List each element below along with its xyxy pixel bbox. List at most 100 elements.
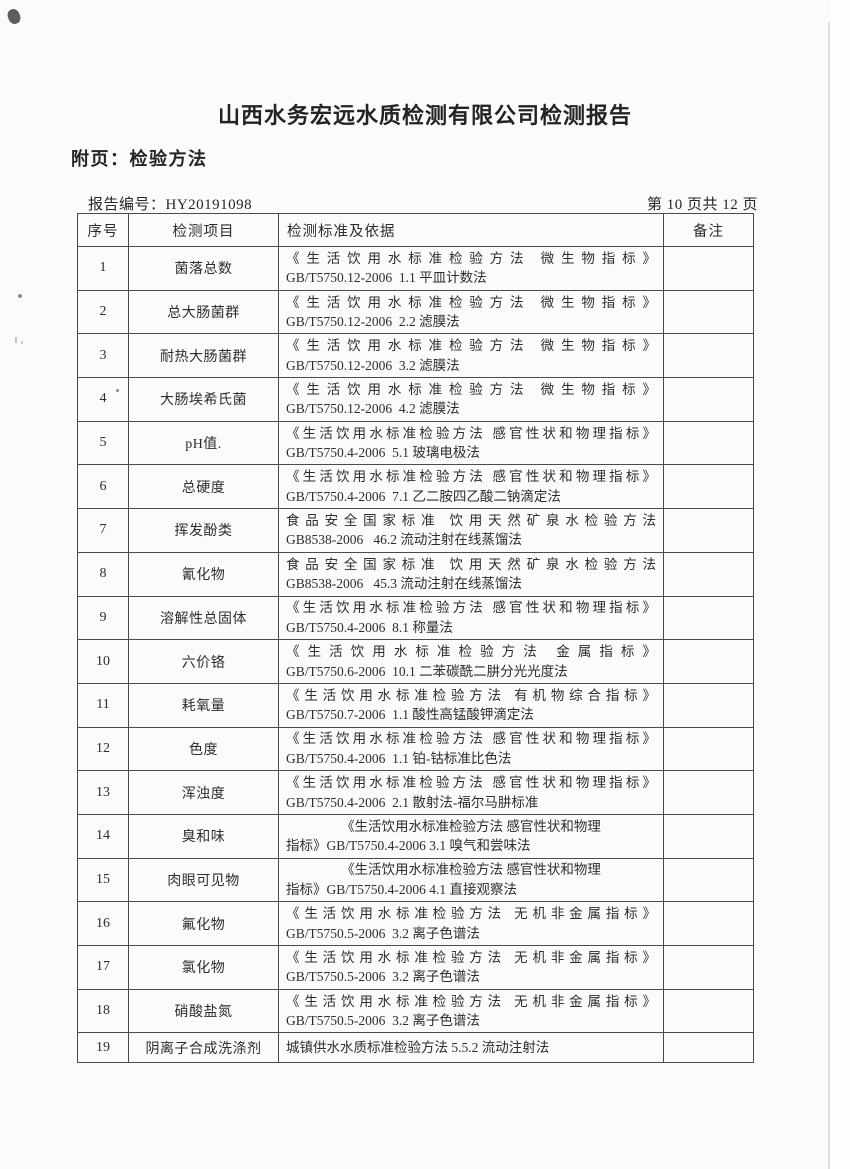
standard-line: 城镇供水水质标准检验方法 5.5.2 流动注射法 xyxy=(286,1040,550,1056)
serial-number-cell: 11 xyxy=(77,682,129,728)
test-item-cell: 耐热大肠菌群 xyxy=(128,333,279,379)
standard-line: GB8538-2006 45.3 流动注射在线蒸馏法 xyxy=(286,576,522,592)
test-standard-cell: 《生活饮用水标准检验方法 无机非金属指标》 GB/T5750.5-2006 3.2… xyxy=(278,988,664,1034)
standard-line: GB/T5750.4-2006 5.1 玻璃电极法 xyxy=(286,445,480,461)
test-standard-cell: 《生活饮用水标准检验方法 微生物指标》 GB/T5750.12-2006 1.1 … xyxy=(278,246,664,291)
standard-line: 指标》GB/T5750.4-2006 3.1 嗅气和尝味法 xyxy=(286,838,531,854)
table-row: 3 耐热大肠菌群 《生活饮用水标准检验方法 微生物指标》 GB/T5750.12-20… xyxy=(77,333,754,379)
serial-number-cell: 6 xyxy=(77,464,129,510)
test-standard-cell: 《生活饮用水标准检验方法 金属指标》 GB/T5750.6-2006 10.1 二… xyxy=(278,639,664,684)
remark-cell xyxy=(663,333,754,379)
remark-cell xyxy=(663,988,754,1034)
test-standard-cell: 《生活饮用水标准检验方法 感官性状和物理指标》 GB/T5750.4-2006 1… xyxy=(278,726,664,772)
standard-line: 《生活饮用水标准检验方法 感官性状和物理 xyxy=(341,862,601,878)
serial-number-cell: 16 xyxy=(77,901,129,946)
table-row: 12 色度 《生活饮用水标准检验方法 感官性状和物理指标》 GB/T5750.4-20… xyxy=(77,726,754,772)
test-standard-cell: 《生活饮用水标准检验方法 有机物综合指标》 GB/T5750.7-2006 1.1… xyxy=(278,682,664,728)
table-header-row: 序号 检测项目 检测标准及依据 备注 xyxy=(77,213,754,247)
test-standard-cell: 《生活饮用水标准检验方法 感官性状和物理指标》 GB/T5750.4-2006 5… xyxy=(278,420,664,466)
test-standard-cell: 《生活饮用水标准检验方法 感官性状和物理指标》 GB/T5750.4-2006 8… xyxy=(278,595,664,641)
standard-line: 《生活饮用水标准检验方法 微生物指标》 xyxy=(286,338,656,354)
test-standard-cell: 《生活饮用水标准检验方法 无机非金属指标》 GB/T5750.5-2006 3.2… xyxy=(278,945,664,990)
serial-number-cell: 10 xyxy=(77,639,129,684)
table-row: 17 氯化物 《生活饮用水标准检验方法 无机非金属指标》 GB/T5750.5-200… xyxy=(77,945,754,990)
remark-cell xyxy=(663,420,754,466)
standard-line: GB/T5750.5-2006 3.2 离子色谱法 xyxy=(286,1013,480,1029)
report-number-label: 报告编号： xyxy=(88,197,166,213)
standard-line: 指标》GB/T5750.4-2006 4.1 直接观察法 xyxy=(286,881,517,897)
test-standard-cell: 城镇供水水质标准检验方法 5.5.2 流动注射法 xyxy=(278,1032,664,1064)
table-row: 8 氰化物 食品安全国家标准 饮用天然矿泉水检验方法 GB8538-2006 45.3… xyxy=(77,551,754,597)
test-item-cell: 氰化物 xyxy=(128,551,279,597)
table-row: 6 总硬度 《生活饮用水标准检验方法 感官性状和物理指标》 GB/T5750.4-20… xyxy=(77,464,754,510)
standard-line: GB/T5750.6-2006 10.1 二苯碳酰二肼分光光度法 xyxy=(286,663,568,679)
test-standard-cell: 《生活饮用水标准检验方法 微生物指标》 GB/T5750.12-2006 2.2 … xyxy=(278,289,664,335)
standard-line: 《生活饮用水标准检验方法 无机非金属指标》 xyxy=(286,949,656,965)
remark-cell xyxy=(663,639,754,684)
standard-line: 食品安全国家标准 饮用天然矿泉水检验方法 xyxy=(286,512,656,528)
table-row: 10 六价铬 《生活饮用水标准检验方法 金属指标》 GB/T5750.6-2006 1… xyxy=(77,639,754,684)
remark-cell xyxy=(663,246,754,291)
attachment-heading: 附页：检验方法 xyxy=(71,149,208,169)
standard-line: 《生活饮用水标准检验方法 感官性状和物理指标》 xyxy=(286,775,656,791)
remark-cell xyxy=(663,595,754,641)
test-methods-table: 序号 检测项目 检测标准及依据 备注 1 菌落总数 《生活饮用水标准检验方法 微生物… xyxy=(77,213,754,1064)
test-item-cell: 阴离子合成洗涤剂 xyxy=(128,1032,279,1064)
standard-line: GB/T5750.12-2006 3.2 滤膜法 xyxy=(286,357,460,373)
standard-line: 《生活饮用水标准检验方法 感官性状和物理指标》 xyxy=(286,731,656,747)
standard-line: GB/T5750.5-2006 3.2 离子色谱法 xyxy=(286,969,480,985)
standard-line: GB/T5750.4-2006 2.1 散射法-福尔马肼标准 xyxy=(286,794,539,810)
remark-cell xyxy=(663,857,754,903)
remark-cell xyxy=(663,770,754,815)
serial-number-cell: 1 xyxy=(77,246,129,291)
standard-line: GB/T5750.4-2006 8.1 称量法 xyxy=(286,619,453,635)
table-row: 1 菌落总数 《生活饮用水标准检验方法 微生物指标》 GB/T5750.12-2006… xyxy=(77,246,754,291)
test-item-cell: 六价铬 xyxy=(128,639,279,684)
test-item-cell: 浑浊度 xyxy=(128,770,279,815)
test-item-cell: 硝酸盐氮 xyxy=(128,988,279,1034)
standard-line: GB8538-2006 46.2 流动注射在线蒸馏法 xyxy=(286,532,522,548)
serial-number-cell: 18 xyxy=(77,988,129,1034)
remark-cell xyxy=(663,726,754,772)
test-item-cell: 挥发酚类 xyxy=(128,508,279,553)
remark-cell xyxy=(663,508,754,553)
remark-cell xyxy=(663,1032,754,1064)
scan-speck xyxy=(15,337,17,343)
serial-number-cell: 3 xyxy=(77,333,129,379)
test-item-cell: 总硬度 xyxy=(128,464,279,510)
table-row: 2 总大肠菌群 《生活饮用水标准检验方法 微生物指标》 GB/T5750.12-200… xyxy=(77,289,754,335)
test-item-cell: 氟化物 xyxy=(128,901,279,946)
report-number-value: HY20191098 xyxy=(165,197,253,213)
test-item-cell: 臭和味 xyxy=(128,813,279,859)
table-row: 13 浑浊度 《生活饮用水标准检验方法 感官性状和物理指标》 GB/T5750.4-2… xyxy=(77,770,754,815)
serial-number-cell: 19 xyxy=(77,1032,129,1064)
header-serial-number: 序号 xyxy=(77,213,129,247)
serial-number-cell: 9 xyxy=(77,595,129,641)
table-row: 7 挥发酚类 食品安全国家标准 饮用天然矿泉水检验方法 GB8538-2006 46.… xyxy=(77,508,754,553)
serial-number-cell: 4 xyxy=(77,377,129,422)
standard-line: GB/T5750.12-2006 1.1 平皿计数法 xyxy=(286,270,487,286)
report-title: 山西水务宏远水质检测有限公司检测报告 xyxy=(217,103,632,128)
table-row: 14 臭和味 《生活饮用水标准检验方法 感官性状和物理 指标》GB/T5750.4-2… xyxy=(77,813,754,859)
standard-line: 《生活饮用水标准检验方法 感官性状和物理指标》 xyxy=(286,600,656,616)
page-indicator: 第 10 页共 12 页 xyxy=(646,197,758,213)
standard-line: 《生活饮用水标准检验方法 感官性状和物理指标》 xyxy=(286,469,656,485)
test-item-cell: 氯化物 xyxy=(128,945,279,990)
standard-line: 《生活饮用水标准检验方法 微生物指标》 xyxy=(286,250,656,266)
test-standard-cell: 食品安全国家标准 饮用天然矿泉水检验方法 GB8538-2006 46.2 流动注… xyxy=(278,508,664,553)
standard-line: 《生活饮用水标准检验方法 感官性状和物理 xyxy=(341,818,601,834)
standard-line: GB/T5750.7-2006 1.1 酸性高锰酸钾滴定法 xyxy=(286,707,534,723)
test-item-cell: 菌落总数 xyxy=(128,246,279,291)
serial-number-cell: 5 xyxy=(77,420,129,466)
test-standard-cell: 《生活饮用水标准检验方法 感官性状和物理指标》 GB/T5750.4-2006 2… xyxy=(278,770,664,815)
serial-number-cell: 12 xyxy=(77,726,129,772)
test-item-cell: 总大肠菌群 xyxy=(128,289,279,335)
standard-line: 《生活饮用水标准检验方法 微生物指标》 xyxy=(286,381,656,397)
report-number: 报告编号：HY20191098 xyxy=(88,193,252,214)
standard-line: 《生活饮用水标准检验方法 微生物指标》 xyxy=(286,294,656,310)
remark-cell xyxy=(663,901,754,946)
remark-cell xyxy=(663,945,754,990)
test-standard-cell: 《生活饮用水标准检验方法 微生物指标》 GB/T5750.12-2006 4.2 … xyxy=(278,377,664,422)
serial-number-cell: 15 xyxy=(77,857,129,903)
